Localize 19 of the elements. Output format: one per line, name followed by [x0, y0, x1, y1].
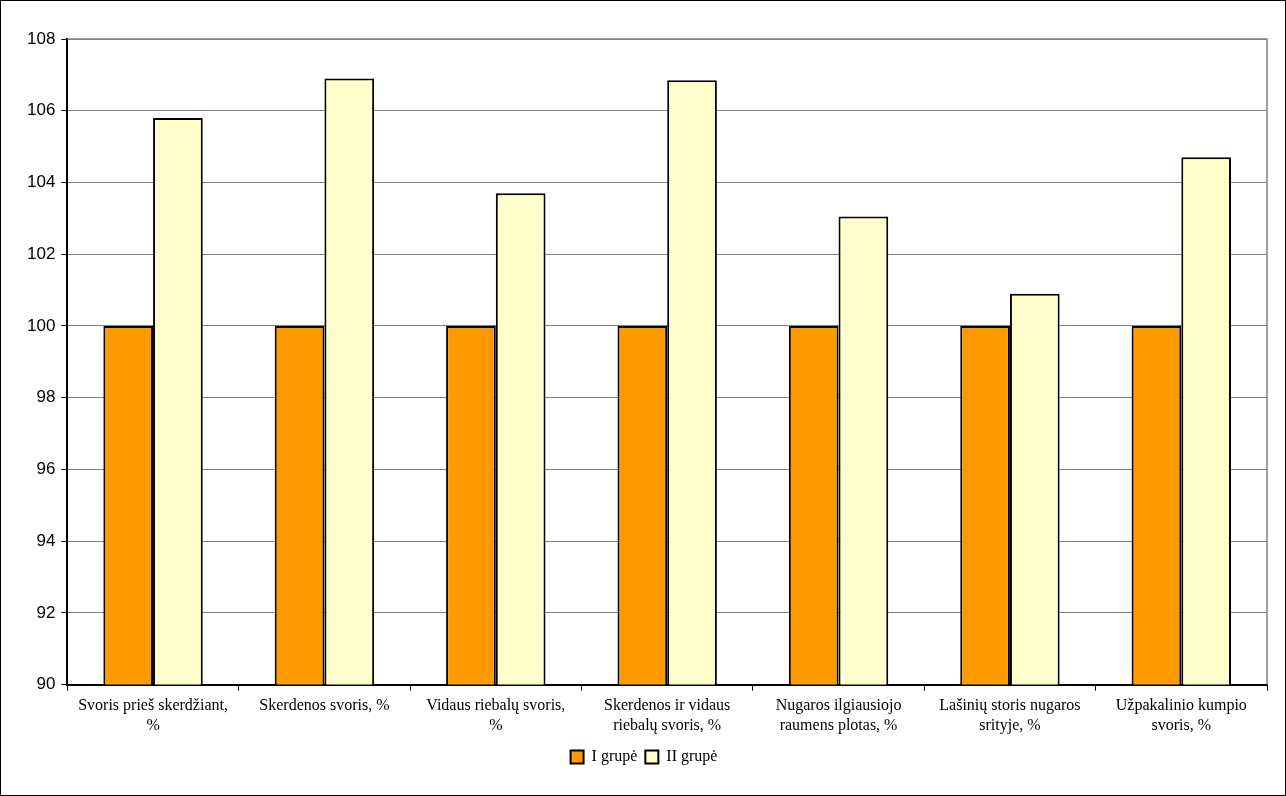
x-tick-label: Skerdenos svoris, % [259, 696, 390, 714]
y-tick-label: 106 [26, 100, 56, 120]
y-tick-label: 94 [36, 530, 56, 550]
y-tick-label: 96 [36, 459, 56, 479]
x-tick-label: Užpakalinio kumpio svoris, % [1115, 696, 1247, 733]
y-tick-label: 92 [36, 602, 56, 622]
x-tick-label: Nugaros ilgiausiojo raumens plotas, % [775, 696, 902, 734]
legend-label: I grupė [591, 747, 638, 766]
legend-label: II grupė [666, 747, 718, 766]
x-tick-label: Skerdenos ir vidaus riebalų svoris, % [604, 696, 731, 734]
y-tick-label: 100 [26, 315, 56, 335]
y-tick-label: 104 [26, 172, 56, 192]
x-tick-label: Vidaus riebalų svoris, % [426, 696, 566, 733]
y-tick-label: 108 [26, 28, 56, 48]
x-tick-label: Svoris prieš skerdžiant, % [78, 696, 228, 733]
y-tick-label: 98 [36, 387, 56, 407]
y-tick-label: 102 [26, 243, 56, 263]
x-tick-label: Lašinių storis nugaros srityje, % [939, 696, 1081, 734]
y-tick-label: 90 [36, 674, 56, 694]
